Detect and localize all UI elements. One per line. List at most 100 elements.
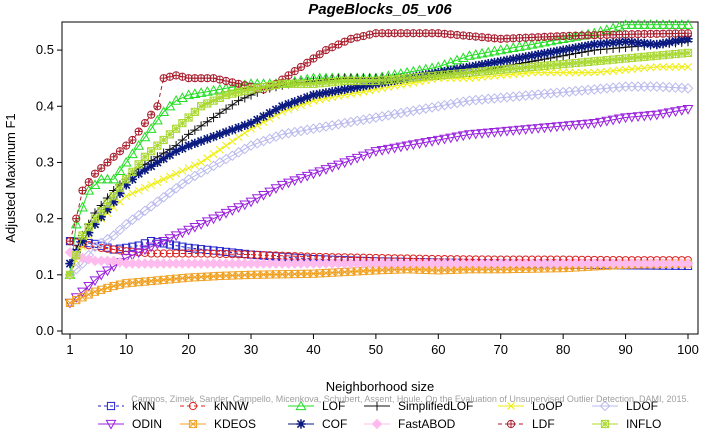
data-point <box>140 277 150 286</box>
data-point <box>133 248 145 258</box>
data-point <box>538 123 550 134</box>
data-point <box>228 271 237 280</box>
data-point <box>357 151 369 162</box>
data-point <box>309 269 318 278</box>
data-point <box>545 35 557 46</box>
data-point <box>659 62 667 71</box>
data-point <box>639 38 649 48</box>
data-point <box>353 77 362 85</box>
data-point <box>127 214 138 226</box>
plot-frame <box>61 21 699 335</box>
legend-item-loop: LoOP <box>498 399 563 413</box>
data-point <box>139 131 151 142</box>
data-point <box>78 231 87 240</box>
data-point <box>495 127 507 138</box>
data-point <box>134 186 143 195</box>
data-point <box>432 100 444 112</box>
data-point <box>590 57 599 66</box>
data-point <box>634 53 643 62</box>
data-point <box>571 43 581 53</box>
data-point <box>145 242 157 253</box>
data-point <box>115 188 125 198</box>
data-point <box>159 249 168 258</box>
data-point <box>322 46 330 54</box>
data-point <box>620 113 632 124</box>
data-point <box>484 66 493 75</box>
data-point <box>546 47 556 57</box>
data-point <box>682 258 694 269</box>
data-point <box>495 44 507 55</box>
data-point <box>640 52 649 61</box>
x-tick-label: 20 <box>181 342 195 357</box>
data-point <box>78 186 87 195</box>
data-point <box>545 122 557 133</box>
data-point <box>66 270 74 279</box>
data-point <box>445 133 457 144</box>
data-point <box>565 68 574 77</box>
data-point <box>503 65 511 74</box>
data-point <box>128 242 137 251</box>
data-point <box>401 106 413 118</box>
series-ldf <box>65 29 693 246</box>
data-point <box>670 36 681 46</box>
data-point <box>464 130 475 140</box>
legend-label: LoOP <box>532 399 563 413</box>
data-point <box>559 68 568 77</box>
data-point <box>677 35 687 45</box>
data-point <box>109 197 119 207</box>
data-point <box>139 245 151 256</box>
data-point <box>602 56 611 65</box>
data-point <box>364 113 375 124</box>
data-point <box>70 263 82 275</box>
data-point <box>259 270 268 279</box>
data-point <box>140 183 149 192</box>
data-point <box>314 122 326 133</box>
data-point <box>189 222 201 233</box>
data-point <box>321 268 331 278</box>
data-point <box>571 68 580 77</box>
data-point <box>147 111 155 119</box>
data-point <box>428 71 437 80</box>
chart-title: PageBlocks_05_v06 <box>308 1 452 18</box>
data-point <box>657 109 669 120</box>
data-point <box>314 167 326 178</box>
data-point <box>596 39 606 49</box>
data-point <box>171 146 181 156</box>
data-point <box>634 64 643 73</box>
x-tick-label: 30 <box>244 342 258 357</box>
data-point <box>302 92 312 102</box>
data-point <box>602 38 612 48</box>
data-point <box>121 180 131 190</box>
data-point <box>582 119 594 130</box>
data-point <box>370 147 382 157</box>
data-point <box>183 89 195 100</box>
data-point <box>158 191 169 203</box>
data-point <box>315 79 324 88</box>
data-point <box>240 270 249 280</box>
data-point <box>234 133 243 142</box>
data-point <box>277 101 287 111</box>
series-ldof <box>64 81 694 281</box>
data-point <box>421 72 430 81</box>
data-point <box>445 98 457 110</box>
legend-label: COF <box>322 417 347 431</box>
data-point <box>395 142 407 153</box>
data-point <box>188 401 198 411</box>
data-point <box>291 67 299 75</box>
data-point <box>558 45 568 55</box>
data-point <box>221 127 231 137</box>
data-point <box>365 77 374 85</box>
data-point <box>77 258 88 269</box>
data-point <box>565 59 574 68</box>
data-point <box>609 66 618 75</box>
data-point <box>420 103 432 114</box>
data-point <box>358 81 368 91</box>
data-point <box>208 132 219 142</box>
data-point <box>196 121 206 131</box>
data-point <box>240 86 249 95</box>
data-point <box>284 71 293 79</box>
data-point <box>520 125 532 135</box>
data-point <box>190 249 199 258</box>
data-point <box>270 131 282 142</box>
data-point <box>89 276 101 287</box>
